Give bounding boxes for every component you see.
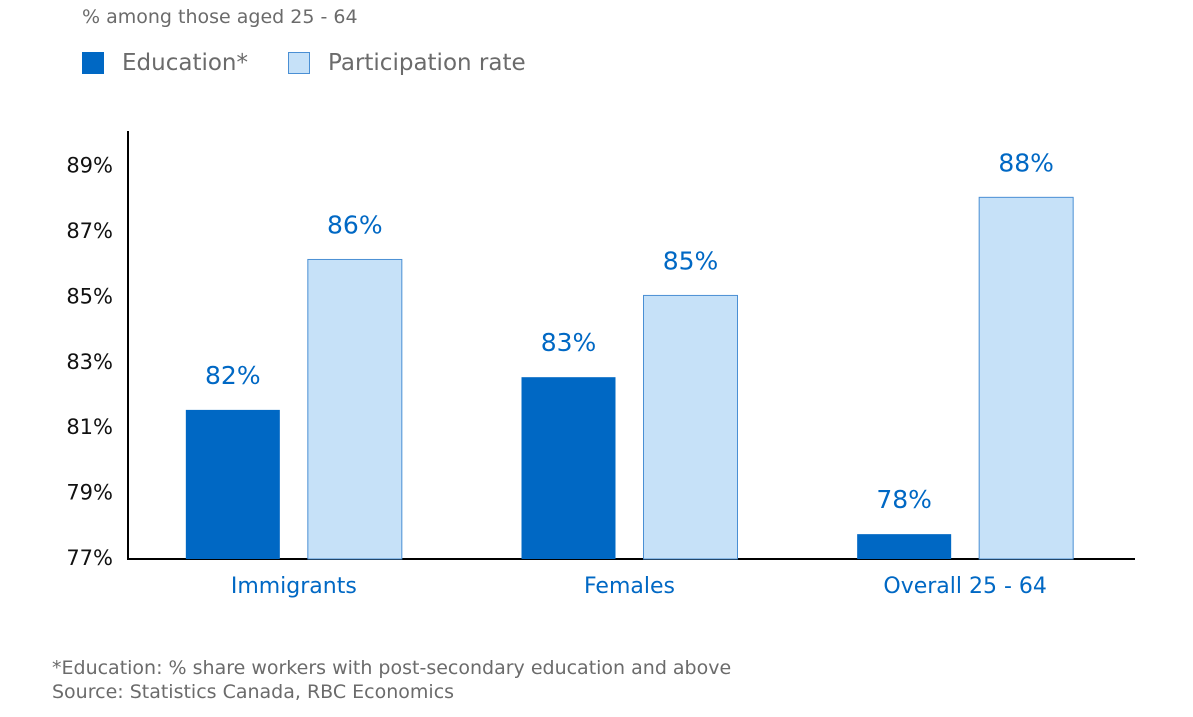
bar-education xyxy=(185,409,280,559)
footnote: *Education: % share workers with post-se… xyxy=(52,657,732,679)
y-tick-label: 77% xyxy=(66,546,113,570)
legend-item-participation: Participation rate xyxy=(288,50,526,76)
legend-swatch-education xyxy=(82,52,104,74)
x-tick-label: Females xyxy=(584,574,675,599)
data-label: 85% xyxy=(663,246,719,275)
bar-education xyxy=(857,534,952,559)
bar-participation xyxy=(643,294,738,560)
legend-swatch-participation xyxy=(288,52,311,74)
source-note: Source: Statistics Canada, RBC Economics xyxy=(52,681,455,703)
x-tick-label: Immigrants xyxy=(231,574,357,599)
bar-education xyxy=(521,377,616,559)
legend-item-education: Education* xyxy=(82,50,248,76)
bar-participation xyxy=(307,258,403,560)
bar-participation xyxy=(978,196,1074,560)
y-tick-label: 85% xyxy=(66,284,113,308)
data-label: 82% xyxy=(205,361,261,390)
chart-subtitle: % among those aged 25 - 64 xyxy=(82,6,358,28)
data-label: 83% xyxy=(541,328,597,357)
data-label: 78% xyxy=(876,485,932,514)
y-tick-label: 89% xyxy=(66,154,113,178)
legend: Education* Participation rate xyxy=(82,50,566,76)
data-label: 86% xyxy=(327,210,383,239)
data-label: 88% xyxy=(998,148,1054,177)
legend-label: Participation rate xyxy=(328,50,526,76)
legend-label: Education* xyxy=(122,50,249,76)
y-tick-label: 87% xyxy=(66,219,113,243)
y-tick-label: 81% xyxy=(66,415,113,439)
y-tick-label: 79% xyxy=(66,481,113,505)
y-tick-label: 83% xyxy=(66,350,113,374)
x-tick-label: Overall 25 - 64 xyxy=(883,574,1047,599)
